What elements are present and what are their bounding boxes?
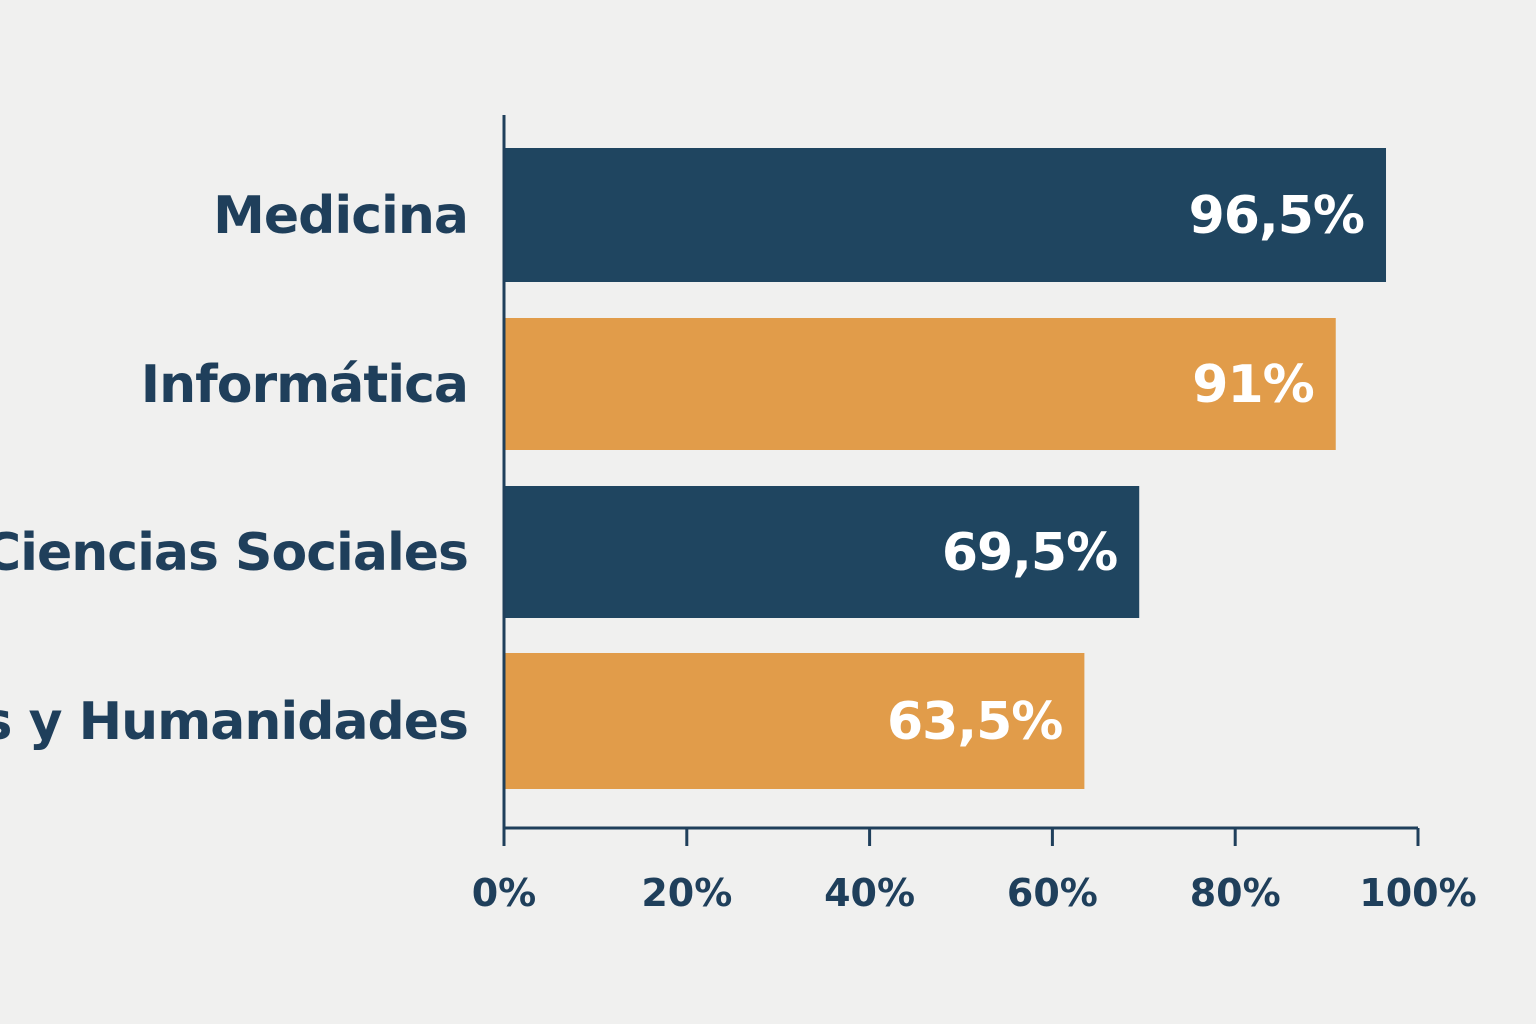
x-ticks-group: 0% 20% 40% 60% 80% 100%	[472, 828, 1477, 915]
x-tick-label-0: 0%	[472, 871, 537, 915]
category-label-1: Informática	[141, 355, 468, 415]
bar-0	[504, 148, 1387, 282]
x-tick-label-2: 40%	[824, 871, 915, 915]
value-label-1: 91%	[1192, 355, 1313, 415]
value-label-2: 69,5%	[942, 523, 1117, 583]
value-labels-group: 96,5% 91% 69,5% 63,5%	[887, 186, 1365, 752]
x-tick-label-4: 80%	[1190, 871, 1281, 915]
axes-group	[502, 115, 1418, 830]
value-label-0: 96,5%	[1189, 186, 1364, 246]
category-label-0: Medicina	[213, 186, 468, 246]
bar-1	[504, 318, 1336, 450]
x-tick-label-1: 20%	[641, 871, 732, 915]
bar-3	[504, 653, 1085, 789]
category-label-3: Artes y Humanidades	[0, 692, 468, 752]
bars-group	[504, 148, 1387, 789]
bar-2	[504, 486, 1140, 618]
x-tick-label-5: 100%	[1359, 871, 1476, 915]
category-labels-group: Medicina Informática Ciencias Sociales Arte…	[0, 186, 469, 752]
category-label-2: Ciencias Sociales	[0, 523, 468, 583]
x-tick-label-3: 60%	[1007, 871, 1098, 915]
value-label-3: 63,5%	[887, 692, 1062, 752]
